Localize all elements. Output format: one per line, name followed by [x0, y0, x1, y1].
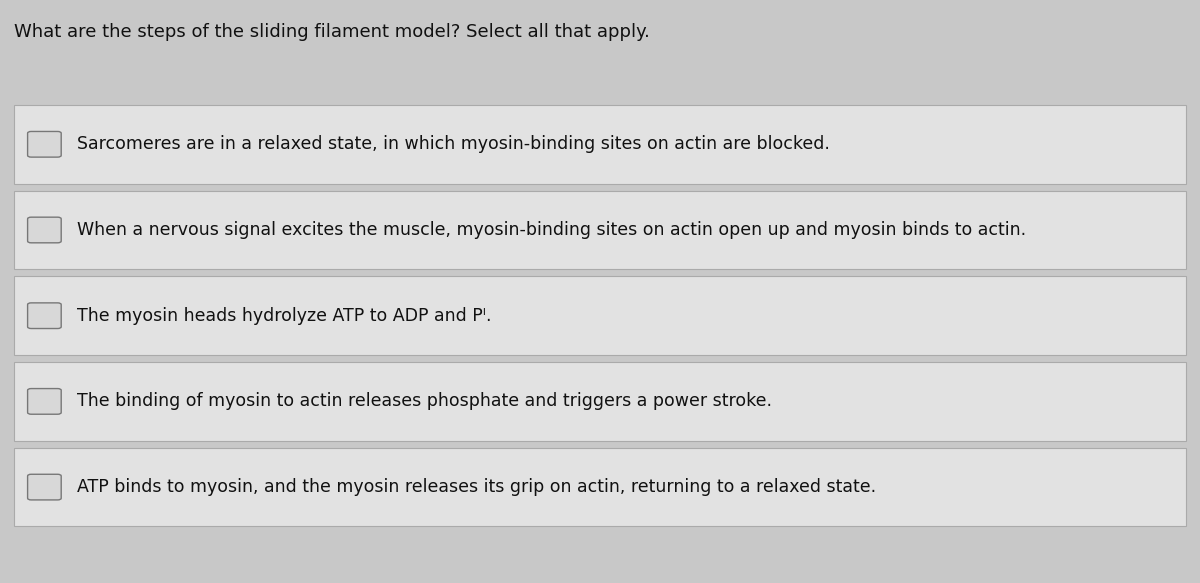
- FancyBboxPatch shape: [28, 217, 61, 243]
- FancyBboxPatch shape: [14, 105, 1186, 184]
- FancyBboxPatch shape: [28, 132, 61, 157]
- Text: Sarcomeres are in a relaxed state, in which myosin-binding sites on actin are bl: Sarcomeres are in a relaxed state, in wh…: [77, 135, 829, 153]
- Text: What are the steps of the sliding filament model? Select all that apply.: What are the steps of the sliding filame…: [14, 23, 650, 41]
- Text: ATP binds to myosin, and the myosin releases its grip on actin, returning to a r: ATP binds to myosin, and the myosin rele…: [77, 478, 876, 496]
- Text: The binding of myosin to actin releases phosphate and triggers a power stroke.: The binding of myosin to actin releases …: [77, 392, 772, 410]
- Text: When a nervous signal excites the muscle, myosin-binding sites on actin open up : When a nervous signal excites the muscle…: [77, 221, 1026, 239]
- FancyBboxPatch shape: [28, 389, 61, 415]
- FancyBboxPatch shape: [14, 191, 1186, 269]
- FancyBboxPatch shape: [28, 303, 61, 329]
- FancyBboxPatch shape: [14, 362, 1186, 441]
- Text: The myosin heads hydrolyze ATP to ADP and Pᴵ.: The myosin heads hydrolyze ATP to ADP an…: [77, 307, 491, 325]
- FancyBboxPatch shape: [14, 276, 1186, 355]
- FancyBboxPatch shape: [28, 475, 61, 500]
- FancyBboxPatch shape: [14, 448, 1186, 526]
